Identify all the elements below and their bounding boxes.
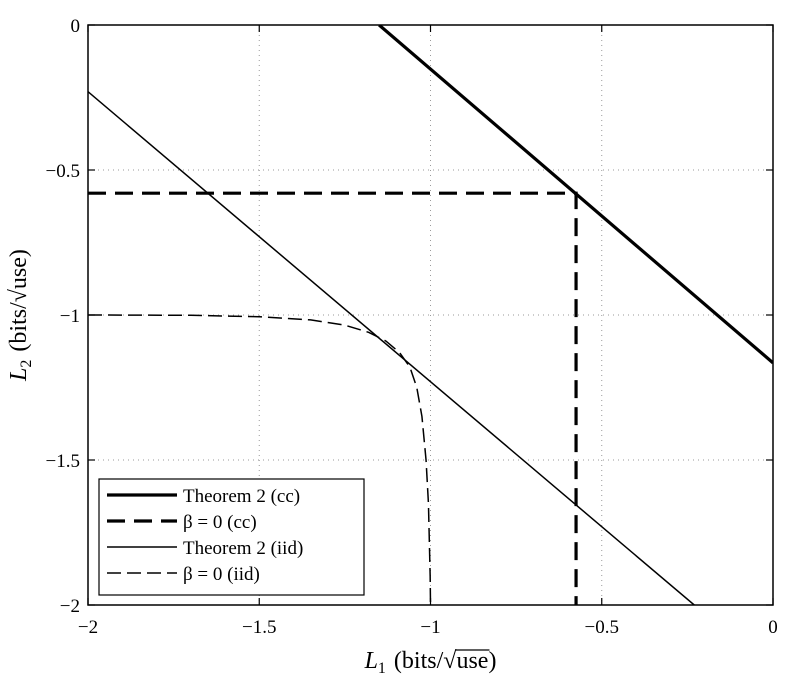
y-axis-label-sub: 2: [18, 360, 35, 368]
y-axis-label-var: L: [6, 368, 32, 382]
x-axis-label-unit-pre: (bits/: [394, 648, 444, 674]
legend-label-2: Theorem 2 (iid): [183, 538, 303, 559]
x-axis-label-unit-post: ): [488, 648, 496, 674]
y-tick-label: −1: [60, 306, 80, 327]
series-layer: [88, 25, 773, 605]
y-axis-label-unit-root: use: [6, 257, 32, 289]
x-tick-label: 0: [768, 617, 778, 638]
x-axis-label: L1 (bits/√use): [364, 648, 497, 677]
y-tick-label: −2: [60, 596, 80, 617]
x-tick-label: −2: [78, 617, 98, 638]
x-axis-label-var: L: [364, 648, 378, 674]
plot-frame: [87, 24, 774, 606]
series-line-1: [88, 191, 578, 605]
x-axis-sqrt-sign: √: [443, 648, 457, 674]
y-axis-label-unit-pre: (bits/: [6, 302, 32, 352]
y-axis-sqrt-sign: √: [6, 288, 32, 302]
x-tick-label: −0.5: [585, 617, 619, 638]
legend-label-0: Theorem 2 (cc): [183, 486, 300, 507]
y-tick-label: −1.5: [46, 451, 80, 472]
x-axis-label-unit-root: use: [456, 648, 488, 674]
legend: Theorem 2 (cc) β = 0 (cc) Theorem 2 (iid) β…: [98, 478, 365, 596]
legend-label-3: β = 0 (iid): [183, 564, 260, 585]
series-line-2: [88, 91, 695, 605]
x-tick-label: −1: [420, 617, 440, 638]
series-line-3: [88, 314, 432, 605]
y-tick-label: 0: [71, 16, 81, 37]
y-tick-label: −0.5: [46, 161, 80, 182]
y-axis-label: L2 (bits/√use): [6, 249, 35, 382]
legend-label-1: β = 0 (cc): [183, 512, 257, 533]
legend-box: [98, 478, 365, 596]
grid: [88, 25, 773, 605]
y-axis-label-group: L2 (bits/√use): [6, 249, 35, 382]
y-axis-label-unit-post: ): [6, 249, 32, 257]
x-tick-label: −1.5: [242, 617, 276, 638]
x-axis-label-sub: 1: [378, 660, 386, 677]
